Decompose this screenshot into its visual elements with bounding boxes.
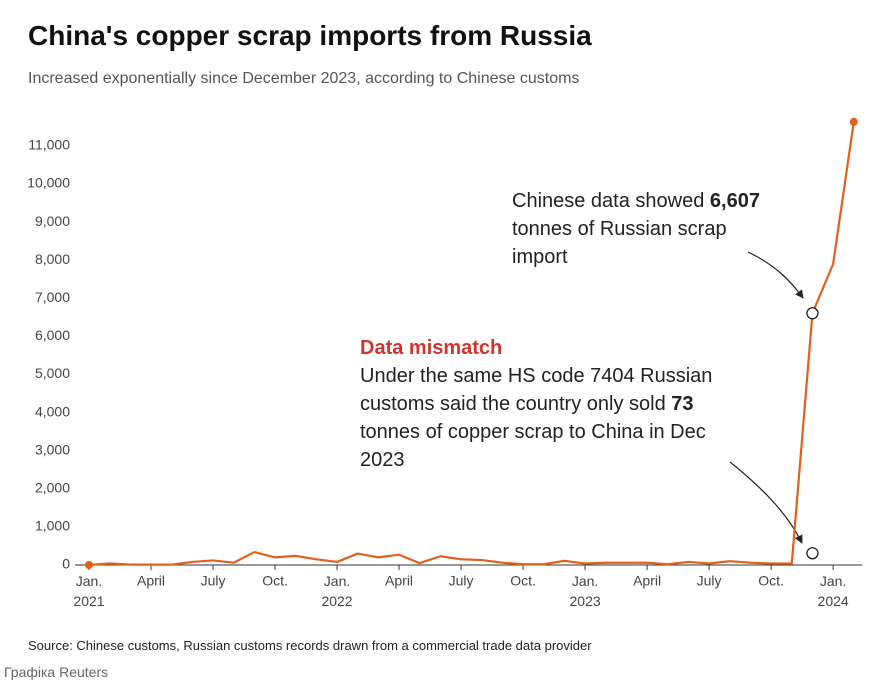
y-tick-label: 0 (62, 556, 70, 572)
annotation-text: tonnes of copper scrap to China in Dec 2… (360, 421, 706, 471)
annotation-heading: Data mismatch (360, 337, 503, 359)
annotation-text: Chinese data showed (512, 190, 710, 212)
end-dot (85, 561, 93, 569)
y-tick-label: 2,000 (35, 480, 70, 496)
y-tick-label: 10,000 (27, 175, 70, 191)
x-tick-label: April (385, 573, 413, 589)
x-tick-label: Jan. 2024 (818, 573, 849, 609)
annotation-number: 73 (671, 393, 694, 415)
x-tick-label: July (697, 573, 722, 589)
chart-title: China's copper scrap imports from Russia (28, 20, 592, 51)
credit: Графіка Reuters (4, 664, 109, 680)
x-tick-label: Jan. 2021 (73, 573, 104, 609)
x-tick-label: Oct. (510, 573, 536, 589)
annotation-number: 6,607 (709, 190, 760, 212)
chart-subtitle: Increased exponentially since December 2… (28, 70, 580, 87)
end-dot (849, 117, 858, 126)
arrow (747, 251, 804, 299)
y-tick-label: 8,000 (35, 251, 70, 267)
y-tick-label: 11,000 (28, 137, 70, 153)
source: Source: Chinese customs, Russian customs… (28, 638, 592, 653)
x-tick-label: July (201, 573, 226, 589)
y-tick-label: 5,000 (35, 365, 70, 381)
annotation-marker (806, 307, 819, 320)
annotation-text: tonnes of Russian scrap import (512, 218, 727, 268)
x-tick-label: Oct. (262, 573, 288, 589)
x-tick-label: April (137, 573, 165, 589)
x-tick-label: Oct. (758, 573, 784, 589)
x-tick-label: April (633, 573, 661, 589)
x-tick-label: July (449, 573, 474, 589)
y-tick-label: 9,000 (35, 213, 70, 229)
arrow (729, 461, 803, 544)
annotation: Chinese data showed 6,607 tonnes of Russ… (512, 187, 762, 271)
y-tick-label: 1,000 (35, 518, 70, 534)
annotation: Data mismatch Under the same HS code 7404… (360, 334, 745, 474)
y-tick-label: 3,000 (35, 441, 70, 457)
annotation-marker (806, 547, 819, 560)
y-tick-label: 4,000 (35, 403, 70, 419)
annotation-text: Under the same HS code 7404 Russian cust… (360, 365, 713, 415)
line (88, 121, 855, 567)
x-tick-label: Jan. 2023 (570, 573, 601, 609)
y-tick-label: 7,000 (35, 289, 70, 305)
y-tick-label: 6,000 (35, 327, 70, 343)
x-tick-label: Jan. 2022 (321, 573, 352, 609)
